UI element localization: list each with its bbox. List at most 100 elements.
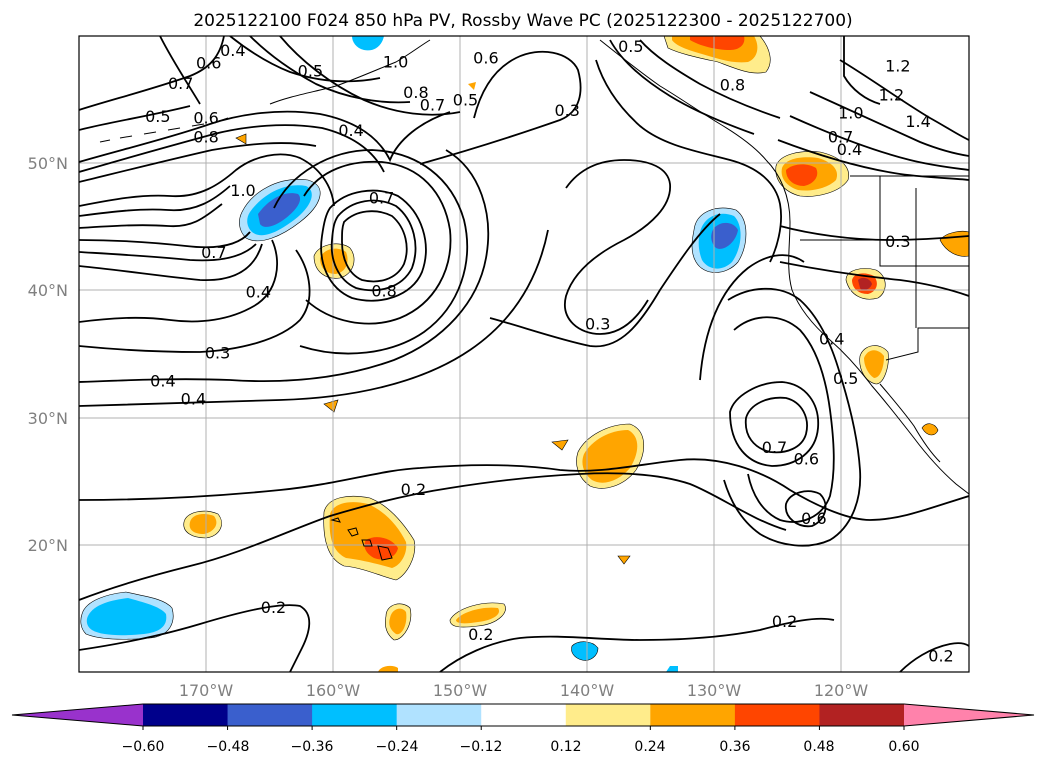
contour-line: [79, 243, 257, 262]
contour-line: [79, 229, 549, 407]
colorbar-extend-low: [12, 704, 143, 726]
contour-line: [159, 36, 201, 105]
contour-line: [639, 39, 781, 119]
lon-tick-labels: 170°W 160°W 150°W 140°W 130°W 120°W: [179, 681, 869, 700]
contour-line: [79, 185, 231, 217]
pos-anomaly-south-edge: [378, 665, 398, 672]
contour-label: 0.5: [453, 91, 478, 110]
contour-line: [79, 249, 311, 353]
chart-title: 2025122100 F024 850 hPa PV, Rossby Wave …: [193, 11, 852, 31]
neg-anomaly-west-alaska-inner: [258, 193, 301, 227]
baja-california: [879, 383, 941, 463]
colorbar-tick-labels: −0.60 −0.48 −0.36 −0.24 −0.12 0.12 0.24 …: [122, 739, 920, 755]
contour-label: 0.8: [371, 281, 396, 300]
colorbar-segment: [819, 704, 905, 726]
contour-line: [843, 36, 881, 105]
contour-line: [273, 149, 468, 355]
colorbar: [11, 703, 1035, 730]
colorbar-tick-label: −0.24: [376, 739, 419, 755]
contour-label: 0.3: [554, 101, 579, 120]
pos-anomaly-small-a: [551, 439, 569, 451]
lon-tick-label: 130°W: [687, 681, 742, 700]
contour-line: [320, 189, 427, 302]
hawaii-islands: [330, 517, 393, 561]
pos-anomaly-west-small-core: [189, 514, 217, 534]
colorbar-segment: [565, 704, 651, 726]
pos-anomaly-south-1-core: [389, 608, 407, 635]
contour-label: 1.2: [885, 56, 910, 75]
neg-anomaly-offshore-oregon-inner: [711, 222, 738, 249]
pos-anomaly-mexico-coast: [921, 423, 939, 436]
contour-line: [439, 617, 835, 672]
pos-anomaly-hawaii-inner: [364, 537, 398, 560]
contour-line: [330, 199, 417, 292]
contour-line: [419, 50, 582, 165]
contour-line: [79, 239, 278, 323]
contour-label: 0.3: [885, 232, 910, 251]
contour-line: [79, 110, 451, 163]
contour-line: [303, 160, 452, 325]
pos-anomaly-california-inner: [858, 277, 872, 291]
neg-anomaly-southwest-core: [86, 598, 167, 636]
contour-label: 0.4: [220, 41, 245, 60]
pos-anomaly-gulf-top-inner: [690, 36, 745, 50]
us-mexico-border: [885, 327, 969, 361]
colorbar-tick-label: −0.12: [460, 739, 503, 755]
colorbar-segment: [734, 704, 820, 726]
map-frame: [78, 35, 970, 673]
contour-label: 1.0: [838, 103, 863, 122]
pos-anomaly-small-b: [617, 555, 631, 565]
contour-line: [744, 396, 808, 454]
contour-label: 0.6: [196, 54, 221, 73]
contour-line: [79, 203, 223, 229]
contour-line: [809, 91, 969, 157]
alaska-southeast-coast: [599, 39, 767, 161]
contour-line: [489, 213, 721, 348]
contour-label: 1.4: [905, 112, 930, 131]
contour-label: 0.6: [801, 509, 826, 528]
contour-line: [79, 604, 311, 672]
contour-line: [279, 36, 461, 116]
contour-line: [595, 59, 782, 263]
contour-labels: 0.40.60.70.5 0.60.80.50.41.00.70.40.70.81…: [145, 37, 954, 665]
contour-line: [79, 105, 191, 131]
contour-label: 1.0: [230, 181, 255, 200]
lat-tick-label: 20°N: [28, 536, 68, 555]
colorbar-tick-label: −0.36: [291, 739, 334, 755]
contour-line: [79, 124, 385, 173]
lat-tick-label: 40°N: [28, 281, 68, 300]
colorbar-tick-label: −0.60: [122, 739, 165, 755]
contour-line: [733, 316, 835, 523]
colorbar-tick-label: 0.48: [803, 739, 834, 755]
pos-anomaly-baja-core: [864, 350, 884, 378]
contour-label: 0.8: [193, 128, 218, 147]
contour-line: [79, 458, 969, 521]
contour-line: [229, 36, 381, 83]
contour-label: 0.4: [338, 121, 363, 140]
contour-label: 0.7: [168, 74, 193, 93]
pos-anomaly-north-small: [468, 82, 476, 90]
colorbar-segment: [227, 704, 313, 726]
contour-label: 0.6: [193, 108, 218, 127]
contour-label: 0.4: [181, 390, 206, 409]
colorbar-segment: [312, 704, 398, 726]
contour-label: 0.4: [246, 283, 271, 302]
contour-label: 0.2: [928, 647, 953, 666]
lon-tick-label: 120°W: [814, 681, 869, 700]
neg-anomaly-south-edge: [666, 666, 678, 672]
lat-tick-label: 50°N: [28, 154, 68, 173]
contour-label: 0.3: [585, 315, 610, 334]
state-border-1: [879, 176, 969, 267]
contour-label: 0.5: [145, 107, 170, 126]
colorbar-tick-label: 0.24: [634, 739, 665, 755]
contour-line: [341, 210, 408, 283]
contour-line: [789, 115, 969, 171]
contour-label: 0.7: [201, 243, 226, 262]
contour-label: 0.7: [828, 128, 853, 147]
contour-line: [564, 159, 671, 335]
contour-line: [779, 261, 969, 297]
colorbar-tick-label: 0.12: [550, 739, 581, 755]
contour-label: 0.2: [772, 612, 797, 631]
colorbar-segment: [650, 704, 736, 726]
lon-tick-label: 140°W: [560, 681, 615, 700]
